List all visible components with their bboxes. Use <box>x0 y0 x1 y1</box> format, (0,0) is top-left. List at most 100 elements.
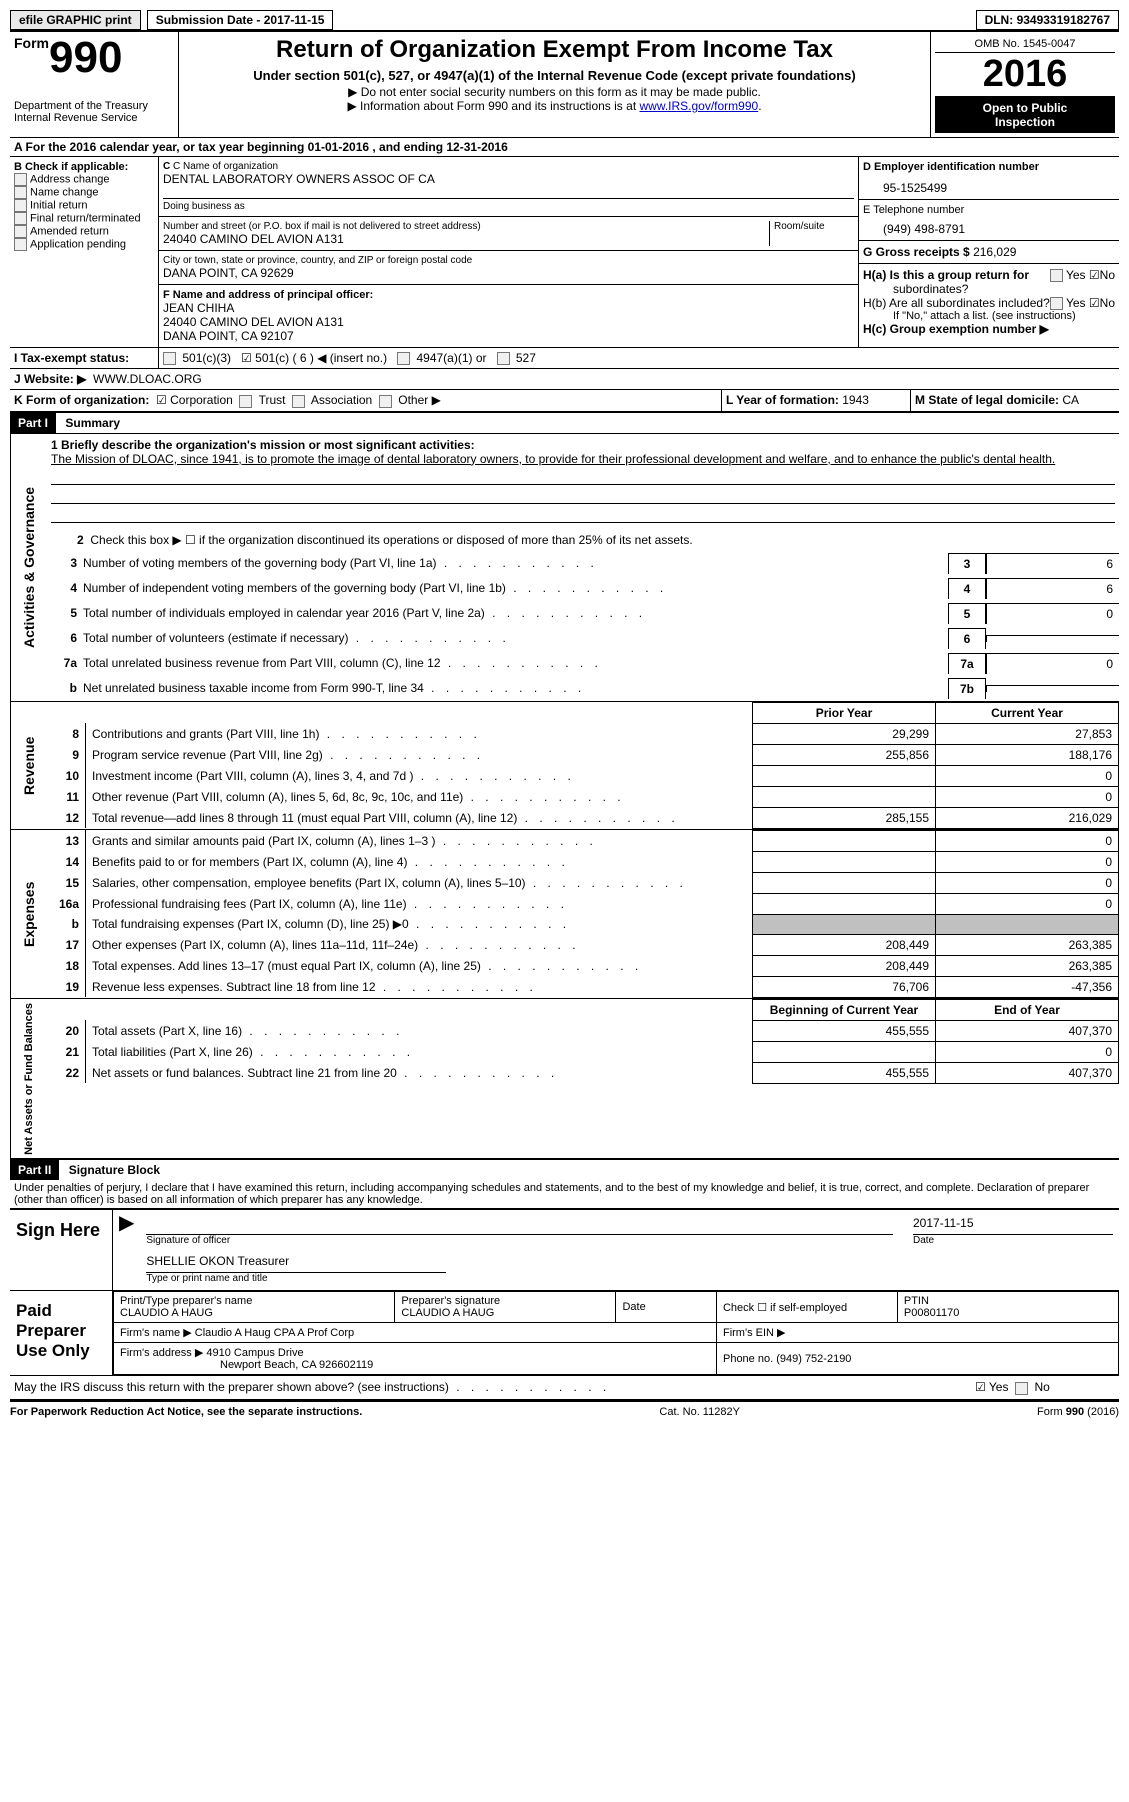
submission-date-box: Submission Date - 2017-11-15 <box>147 10 334 30</box>
entity-info: B Check if applicable: Address change Na… <box>10 157 1119 348</box>
hb-label: H(b) Are all subordinates included? <box>863 296 1050 310</box>
fin-line-18: 18Total expenses. Add lines 13–17 (must … <box>47 955 1119 976</box>
officer-addr1: 24040 CAMINO DEL AVION A131 <box>163 315 854 329</box>
cb-501c3[interactable] <box>163 352 176 365</box>
declaration-text: Under penalties of perjury, I declare th… <box>10 1180 1119 1208</box>
signature-block: Sign Here ▶ Signature of officer 2017-11… <box>10 1208 1119 1399</box>
section-a-tax-year: A For the 2016 calendar year, or tax yea… <box>10 138 1119 157</box>
phone-label: E Telephone number <box>863 204 1115 216</box>
part1-header-row: Part I Summary <box>10 413 1119 433</box>
mission-text: The Mission of DLOAC, since 1941, is to … <box>51 452 1115 466</box>
city-state-zip: DANA POINT, CA 92629 <box>163 266 854 280</box>
summary-line-6: 6Total number of volunteers (estimate if… <box>47 626 1119 651</box>
section-b-checkboxes: B Check if applicable: Address change Na… <box>10 157 159 347</box>
fin-line-9: 9Program service revenue (Part VIII, lin… <box>47 744 1119 765</box>
hb-yes-checkbox[interactable] <box>1050 297 1063 310</box>
form-title: Return of Organization Exempt From Incom… <box>199 36 910 64</box>
form-note1: ▶ Do not enter social security numbers o… <box>199 85 910 99</box>
phone-value: (949) 498-8791 <box>863 216 1115 236</box>
fin-line-14: 14Benefits paid to or for members (Part … <box>47 851 1119 872</box>
irs-label: Internal Revenue Service <box>14 112 174 124</box>
arrow-icon: ▶ <box>113 1210 140 1290</box>
fin-line-11: 11Other revenue (Part VIII, column (A), … <box>47 786 1119 807</box>
form-header: Form990 Department of the Treasury Inter… <box>10 32 1119 138</box>
gross-receipts: 216,029 <box>973 245 1016 259</box>
room-suite-label: Room/suite <box>770 221 854 246</box>
line2-text: Check this box ▶ ☐ if the organization d… <box>90 533 692 547</box>
side-label-governance: Activities & Governance <box>10 434 47 701</box>
checkbox-address-change[interactable] <box>14 173 27 186</box>
revenue-block: Revenue Prior YearCurrent Year8Contribut… <box>10 701 1119 829</box>
dln-box: DLN: 93493319182767 <box>976 10 1119 30</box>
preparer-table: Print/Type preparer's nameCLAUDIO A HAUG… <box>113 1291 1119 1375</box>
part2-badge: Part II <box>10 1160 59 1180</box>
discuss-question: May the IRS discuss this return with the… <box>14 1380 975 1394</box>
fin-line-12: 12Total revenue—add lines 8 through 11 (… <box>47 807 1119 828</box>
cb-4947[interactable] <box>397 352 410 365</box>
checkbox-amended[interactable] <box>14 225 27 238</box>
org-name-label: C C Name of organization <box>163 161 854 172</box>
net-assets-block: Net Assets or Fund Balances Beginning of… <box>10 998 1119 1161</box>
ein-label: D Employer identification number <box>863 161 1115 173</box>
ein-value: 95-1525499 <box>863 173 1115 195</box>
discuss-no-checkbox[interactable] <box>1015 1382 1028 1395</box>
cb-other[interactable] <box>379 395 392 408</box>
officer-label: F Name and address of principal officer: <box>163 289 854 301</box>
fin-line-20: 20Total assets (Part X, line 16)455,5554… <box>47 1020 1119 1041</box>
form-org-row: K Form of organization: ☑ Corporation Tr… <box>10 390 1119 412</box>
summary-line-7a: 7aTotal unrelated business revenue from … <box>47 651 1119 676</box>
hc-label: H(c) Group exemption number ▶ <box>863 322 1115 336</box>
cb-assoc[interactable] <box>292 395 305 408</box>
checkbox-name-change[interactable] <box>14 186 27 199</box>
website-url: WWW.DLOAC.ORG <box>93 372 202 386</box>
fin-line-b: bTotal fundraising expenses (Part IX, co… <box>47 914 1119 934</box>
summary-line-3: 3Number of voting members of the governi… <box>47 551 1119 576</box>
summary-line-5: 5Total number of individuals employed in… <box>47 601 1119 626</box>
fin-line-13: 13Grants and similar amounts paid (Part … <box>47 830 1119 851</box>
efile-print-button[interactable]: efile GRAPHIC print <box>10 10 141 30</box>
city-label: City or town, state or province, country… <box>163 255 854 266</box>
open-inspection: Open to Public Inspection <box>935 97 1115 133</box>
part1-badge: Part I <box>10 413 56 433</box>
dept-treasury: Department of the Treasury <box>14 100 174 112</box>
address-label: Number and street (or P.O. box if mail i… <box>163 221 769 232</box>
street-address: 24040 CAMINO DEL AVION A131 <box>163 232 769 246</box>
ha-label: H(a) Is this a group return for <box>863 268 1029 282</box>
form-note2: ▶ Information about Form 990 and its ins… <box>199 99 910 113</box>
tax-year: 2016 <box>935 53 1115 97</box>
activities-governance-block: Activities & Governance 1 Briefly descri… <box>10 433 1119 701</box>
ha-yes-checkbox[interactable] <box>1050 269 1063 282</box>
form-number: Form990 <box>14 36 174 80</box>
page-footer: For Paperwork Reduction Act Notice, see … <box>10 1400 1119 1418</box>
fin-line-15: 15Salaries, other compensation, employee… <box>47 872 1119 893</box>
tax-exempt-row: I Tax-exempt status: 501(c)(3) ☑ 501(c) … <box>10 348 1119 369</box>
top-bar: efile GRAPHIC print Submission Date - 20… <box>10 10 1119 32</box>
fin-line-8: 8Contributions and grants (Part VIII, li… <box>47 723 1119 744</box>
side-label-revenue: Revenue <box>10 702 47 829</box>
checkbox-app-pending[interactable] <box>14 238 27 251</box>
officer-name: JEAN CHIHA <box>163 301 854 315</box>
checkbox-final-return[interactable] <box>14 212 27 225</box>
fin-line-10: 10Investment income (Part VIII, column (… <box>47 765 1119 786</box>
org-name: DENTAL LABORATORY OWNERS ASSOC OF CA <box>163 172 854 186</box>
form-subtitle: Under section 501(c), 527, or 4947(a)(1)… <box>199 68 910 83</box>
website-row: J Website: ▶ WWW.DLOAC.ORG <box>10 369 1119 390</box>
expenses-block: Expenses 13Grants and similar amounts pa… <box>10 829 1119 998</box>
paid-preparer-label: Paid Preparer Use Only <box>10 1291 113 1375</box>
sign-here-label: Sign Here <box>10 1210 113 1290</box>
irs-link[interactable]: www.IRS.gov/form990 <box>639 99 758 113</box>
omb-number: OMB No. 1545-0047 <box>935 36 1115 53</box>
fin-line-17: 17Other expenses (Part IX, column (A), l… <box>47 934 1119 955</box>
fin-line-19: 19Revenue less expenses. Subtract line 1… <box>47 976 1119 997</box>
checkbox-initial-return[interactable] <box>14 199 27 212</box>
fin-line-16a: 16aProfessional fundraising fees (Part I… <box>47 893 1119 914</box>
summary-line-4: 4Number of independent voting members of… <box>47 576 1119 601</box>
cb-trust[interactable] <box>239 395 252 408</box>
sig-name: SHELLIE OKON Treasurer <box>146 1254 446 1273</box>
cb-527[interactable] <box>497 352 510 365</box>
hb-note: If "No," attach a list. (see instruction… <box>863 310 1115 322</box>
officer-addr2: DANA POINT, CA 92107 <box>163 329 854 343</box>
gross-label: G Gross receipts $ <box>863 245 973 259</box>
sig-date: 2017-11-15 <box>913 1216 1113 1235</box>
summary-line-7b: bNet unrelated business taxable income f… <box>47 676 1119 701</box>
